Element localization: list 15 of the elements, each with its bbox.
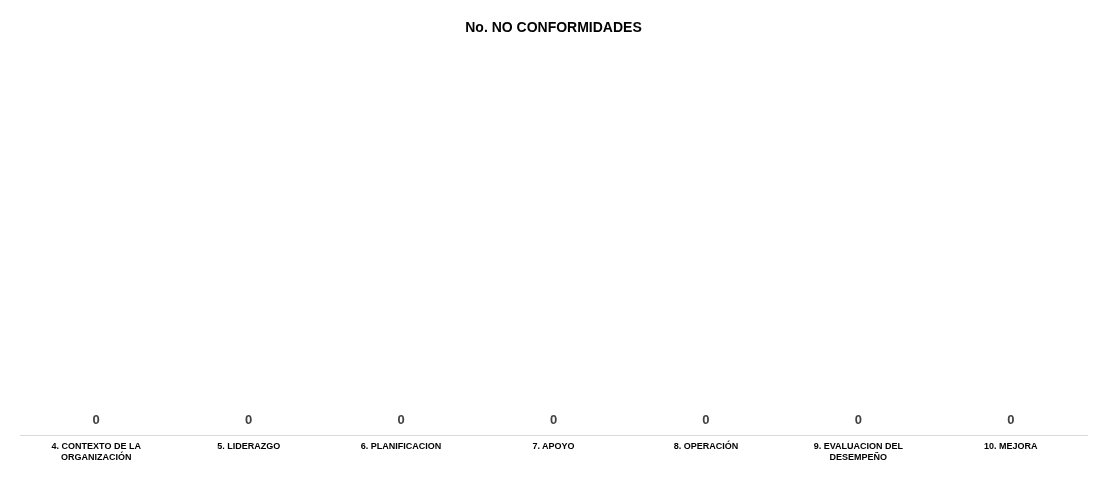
category-label: 4. CONTEXTO DE LA ORGANIZACIÓN — [51, 441, 142, 463]
category-label: 5. LIDERAZGO — [217, 441, 281, 452]
data-label: 0 — [549, 412, 558, 428]
category-label: 7. APOYO — [532, 441, 575, 452]
category-label: 6. PLANIFICACION — [360, 441, 442, 452]
data-label: 0 — [1007, 412, 1015, 428]
data-label: 0 — [92, 412, 100, 428]
data-label: 0 — [854, 412, 862, 428]
data-label: 0 — [397, 412, 405, 428]
category-label: 9. EVALUACION DEL DESEMPEÑO — [813, 441, 904, 463]
category-label: 8. OPERACIÓN — [673, 440, 739, 452]
text: No. NO CONFORMIDADES — [465, 19, 642, 36]
data-label: 0 — [245, 412, 253, 428]
category-label: 10. MEJORA — [984, 441, 1039, 452]
data-label: 0 — [702, 412, 710, 428]
